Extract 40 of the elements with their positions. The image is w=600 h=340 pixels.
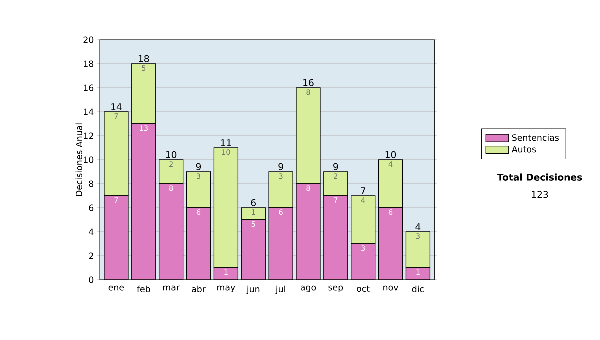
x-tick-label: oct: [357, 286, 370, 292]
text: Total Decisiones: [497, 174, 582, 181]
x-tick-label: feb: [137, 286, 150, 293]
total-label: 10: [386, 151, 396, 158]
y-tick-label: 8: [89, 180, 94, 188]
total-label: 11: [221, 140, 232, 146]
total-label: 9: [278, 163, 284, 170]
total-label: 6: [251, 199, 256, 206]
x-tick-label: sep: [328, 286, 344, 292]
total-label: 9: [334, 163, 338, 170]
total-label: 16: [304, 79, 314, 86]
y-tick-label: 12: [84, 132, 94, 140]
x-tick-label: mar: [163, 286, 180, 291]
y-tick-label: 20: [84, 36, 94, 44]
x-tick-label: nov: [384, 286, 398, 291]
total-label: 10: [166, 151, 177, 158]
total-label: 7: [361, 188, 366, 194]
y-tick-label: 16: [84, 84, 94, 92]
y-tick-label: 2: [89, 252, 94, 260]
x-tick-label: jun: [246, 286, 260, 294]
y-axis-title: Decisiones Anual: [76, 124, 82, 196]
total-label: 9: [196, 163, 202, 170]
legend-label: Autos: [512, 146, 536, 153]
total-label: 14: [112, 104, 122, 110]
legend-label: Sentencias: [512, 134, 559, 142]
y-tick-label: 18: [84, 60, 94, 68]
y-tick-label: 6: [89, 204, 94, 212]
x-tick-label: may: [218, 286, 236, 292]
total-label: 4: [416, 224, 421, 230]
x-tick-label: abr: [192, 286, 206, 293]
y-tick-label: 4: [89, 228, 94, 236]
y-tick-label: 0: [89, 276, 94, 284]
y-tick-label: 10: [84, 156, 94, 164]
text: 123: [532, 191, 548, 198]
y-tick-label: 14: [84, 108, 94, 116]
x-tick-label: jul: [276, 286, 286, 294]
x-tick-label: dic: [412, 286, 424, 293]
total-label: 18: [138, 55, 150, 62]
x-tick-label: ago: [300, 286, 316, 292]
x-tick-label: ene: [108, 286, 124, 291]
